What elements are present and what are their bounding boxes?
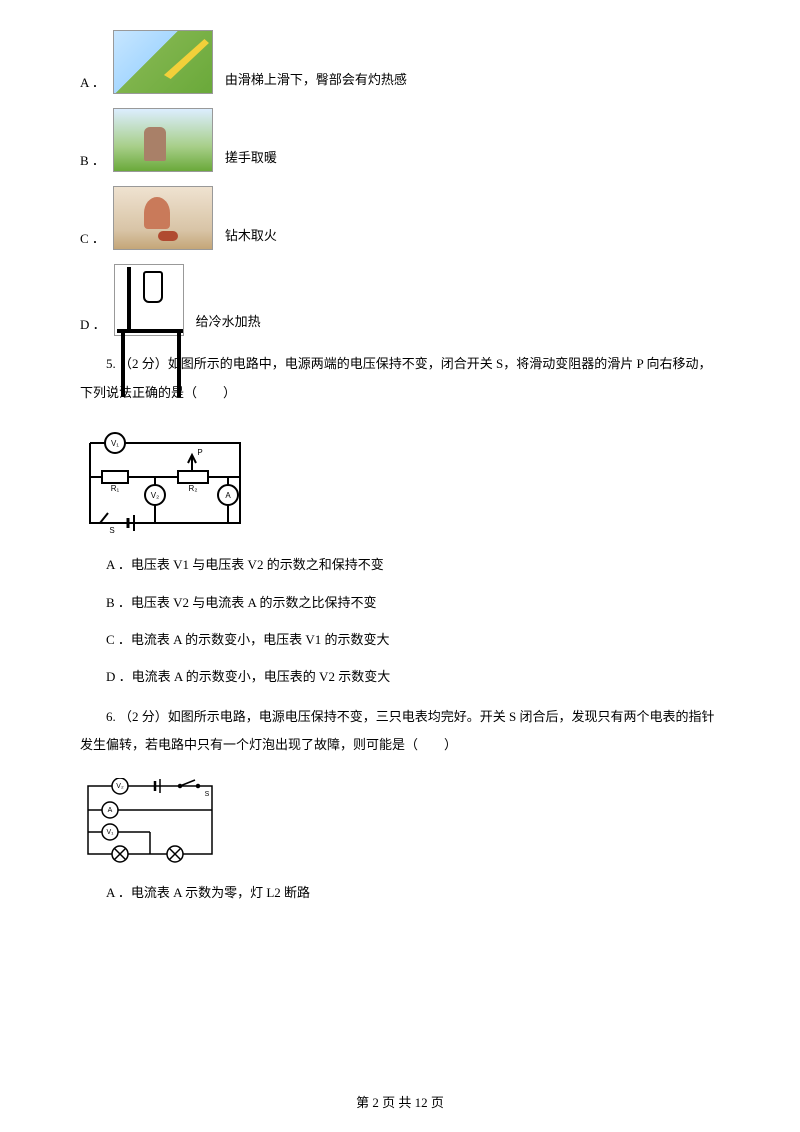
q4-option-b: B ． 搓手取暖 <box>80 108 720 172</box>
svg-text:S: S <box>109 526 114 535</box>
choice-text: 电流表 A 的示数变小，电压表 V1 的示数变大 <box>131 632 390 647</box>
option-text: 给冷水加热 <box>196 310 261 336</box>
q6-text: 如图所示电路，电源电压保持不变，三只电表均完好。开关 S 闭合后，发现只有两个电… <box>80 709 715 753</box>
option-label: C ． <box>80 227 105 250</box>
option-label: B ． <box>80 149 105 172</box>
svg-text:S: S <box>205 791 210 798</box>
q5-number: 5. （2 分） <box>106 356 168 371</box>
option-text: 由滑梯上滑下，臀部会有灼热感 <box>225 68 407 94</box>
footer-mid: 页 共 <box>379 1095 415 1110</box>
circuit-diagram-q6: V₂ A V₁ S L₁ L₂ <box>80 778 220 863</box>
rub-hands-image <box>113 108 213 172</box>
choice-label: B ． <box>106 595 131 610</box>
svg-text:R₂: R₂ <box>189 484 198 493</box>
option-label: A ． <box>80 71 105 94</box>
svg-text:V₁: V₁ <box>111 439 119 448</box>
q6-number: 6. （2 分） <box>106 709 168 724</box>
svg-text:R₁: R₁ <box>111 484 120 493</box>
q6-stem: 6. （2 分）如图所示电路，电源电压保持不变，三只电表均完好。开关 S 闭合后… <box>80 703 720 760</box>
svg-text:V₂: V₂ <box>151 491 159 500</box>
svg-text:V₁: V₁ <box>106 829 114 836</box>
q5-choice-c: C ．电流表 A 的示数变小，电压表 V1 的示数变大 <box>80 628 720 651</box>
q5-choice-a: A ．电压表 V1 与电压表 V2 的示数之和保持不变 <box>80 553 720 576</box>
choice-text: 电压表 V2 与电流表 A 的示数之比保持不变 <box>131 595 377 610</box>
choice-text: 电压表 V1 与电压表 V2 的示数之和保持不变 <box>131 557 384 572</box>
q5-choice-d: D ．电流表 A 的示数变小，电压表的 V2 示数变大 <box>80 665 720 688</box>
svg-text:A: A <box>225 491 231 500</box>
footer-right: 页 <box>428 1095 444 1110</box>
svg-text:A: A <box>108 807 113 814</box>
choice-text: 电流表 A 示数为零，灯 L2 断路 <box>131 885 310 900</box>
option-text: 钻木取火 <box>225 224 277 250</box>
q4-option-a: A ． 由滑梯上滑下，臀部会有灼热感 <box>80 30 720 94</box>
q4-option-d: D ． 给冷水加热 <box>80 264 720 336</box>
slide-image <box>113 30 213 94</box>
option-label: D ． <box>80 313 106 336</box>
choice-label: A ． <box>106 557 131 572</box>
svg-text:V₂: V₂ <box>116 783 124 790</box>
q6-choice-a: A ．电流表 A 示数为零，灯 L2 断路 <box>80 881 720 904</box>
choice-label: C ． <box>106 632 131 647</box>
circuit-diagram-q5: V₁ V₂ A R₁ R₂ P S <box>80 425 250 535</box>
circuit-svg: V₁ V₂ A R₁ R₂ P S <box>80 425 250 535</box>
q5-choice-b: B ．电压表 V2 与电流表 A 的示数之比保持不变 <box>80 591 720 614</box>
q6-choices: A ．电流表 A 示数为零，灯 L2 断路 <box>80 881 720 904</box>
heat-water-image <box>114 264 184 336</box>
q5-text: 如图所示的电路中，电源两端的电压保持不变，闭合开关 S，将滑动变阻器的滑片 P … <box>80 356 712 400</box>
footer-left: 第 <box>356 1095 372 1110</box>
choice-label: D ． <box>106 669 132 684</box>
footer-total: 12 <box>415 1095 428 1110</box>
q5-choices: A ．电压表 V1 与电压表 V2 的示数之和保持不变 B ．电压表 V2 与电… <box>80 553 720 689</box>
drill-fire-image <box>113 186 213 250</box>
page-root: A ． 由滑梯上滑下，臀部会有灼热感 B ． 搓手取暖 C ． 钻木取火 D ．… <box>0 0 800 1132</box>
choice-text: 电流表 A 的示数变小，电压表的 V2 示数变大 <box>132 669 391 684</box>
choice-label: A ． <box>106 885 131 900</box>
q5-stem: 5. （2 分）如图所示的电路中，电源两端的电压保持不变，闭合开关 S，将滑动变… <box>80 350 720 407</box>
q4-option-c: C ． 钻木取火 <box>80 186 720 250</box>
circuit-svg-2: V₂ A V₁ S L₁ L₂ <box>80 778 220 863</box>
page-footer: 第 2 页 共 12 页 <box>0 1091 800 1114</box>
option-text: 搓手取暖 <box>225 146 277 172</box>
svg-text:P: P <box>197 448 202 457</box>
